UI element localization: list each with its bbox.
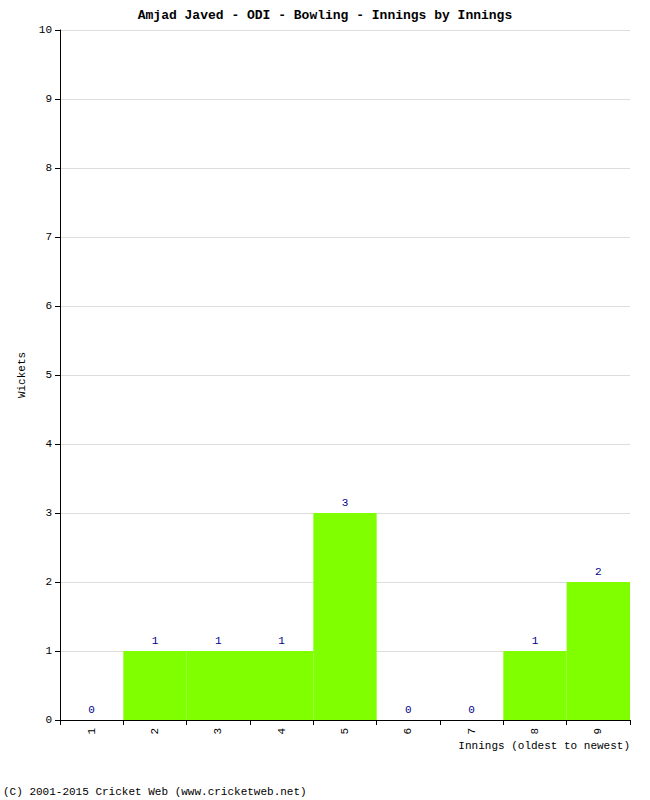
svg-text:0: 0: [468, 704, 475, 716]
svg-text:8: 8: [529, 728, 541, 735]
svg-text:9: 9: [592, 728, 604, 735]
svg-text:2: 2: [149, 728, 161, 735]
svg-text:Amjad Javed - ODI - Bowling -: Amjad Javed - ODI - Bowling - Innings by…: [138, 8, 513, 23]
svg-text:1: 1: [152, 635, 159, 647]
svg-text:(C) 2001-2015 Cricket Web (www: (C) 2001-2015 Cricket Web (www.cricketwe…: [3, 786, 307, 798]
svg-text:5: 5: [45, 369, 52, 381]
svg-text:1: 1: [532, 635, 539, 647]
svg-text:3: 3: [212, 728, 224, 735]
svg-text:Innings (oldest to newest): Innings (oldest to newest): [458, 740, 630, 752]
svg-text:Wickets: Wickets: [16, 352, 28, 398]
svg-text:1: 1: [45, 645, 52, 657]
svg-text:9: 9: [45, 93, 52, 105]
svg-text:4: 4: [276, 728, 288, 735]
svg-text:2: 2: [45, 576, 52, 588]
svg-text:5: 5: [339, 728, 351, 735]
svg-text:10: 10: [39, 24, 52, 36]
svg-text:7: 7: [45, 231, 52, 243]
svg-text:6: 6: [45, 300, 52, 312]
svg-text:1: 1: [278, 635, 285, 647]
svg-text:6: 6: [402, 728, 414, 735]
svg-text:7: 7: [466, 728, 478, 735]
svg-text:0: 0: [88, 704, 95, 716]
svg-text:0: 0: [45, 714, 52, 726]
svg-text:4: 4: [45, 438, 52, 450]
svg-text:1: 1: [86, 728, 98, 735]
svg-text:3: 3: [45, 507, 52, 519]
svg-text:2: 2: [595, 566, 602, 578]
svg-text:8: 8: [45, 162, 52, 174]
svg-text:0: 0: [405, 704, 412, 716]
svg-text:1: 1: [215, 635, 222, 647]
svg-text:3: 3: [342, 497, 349, 509]
